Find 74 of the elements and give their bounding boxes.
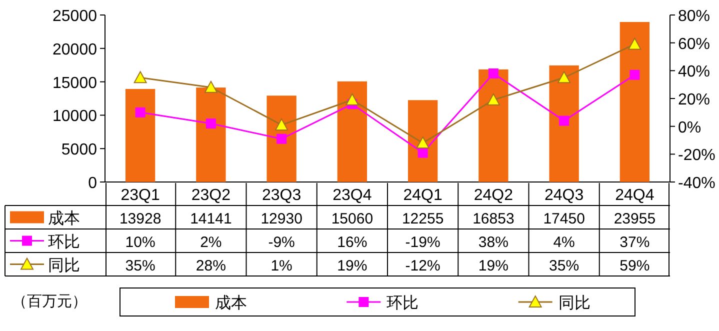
y2-tick-label: -40% [678, 175, 716, 192]
data-label: 15060 [331, 210, 374, 228]
x-tick-label: 23Q4 [332, 186, 372, 204]
data-label: 17450 [543, 210, 585, 228]
point [346, 93, 359, 106]
data-label: 37% [620, 234, 650, 251]
data-label: 19% [337, 257, 368, 274]
text: 同比 [558, 295, 590, 312]
bar [125, 88, 156, 182]
data-label: 2% [200, 234, 222, 251]
data-label: 38% [478, 234, 508, 251]
legend-label: 成本 [48, 209, 80, 228]
data-label: 12255 [402, 210, 444, 228]
data-label: 35% [549, 257, 580, 274]
text: 环比 [386, 295, 419, 312]
point [630, 70, 640, 80]
point [204, 80, 218, 93]
data-label: -9% [268, 234, 295, 251]
x-tick-label: 23Q3 [262, 186, 302, 204]
point [418, 148, 428, 158]
bar [266, 96, 296, 182]
data-label: 23955 [614, 210, 656, 228]
data-label: 10% [125, 234, 156, 251]
y2-tick-label: 80% [678, 8, 710, 25]
data-label: 19% [478, 257, 508, 274]
data-label: 16853 [472, 210, 514, 228]
x-tick-label: 24Q4 [615, 186, 654, 204]
data-label: -19% [405, 234, 440, 251]
y2-tick-label: 0% [678, 119, 702, 136]
data-label: 12930 [260, 210, 302, 228]
y-tick-label: 5000 [61, 142, 98, 159]
data-label: 35% [125, 257, 156, 274]
text: 成本 [215, 295, 247, 312]
data-label: 28% [196, 257, 226, 274]
point [416, 136, 430, 149]
bar [620, 22, 650, 182]
data-label: 59% [620, 257, 650, 274]
y-tick-label: 10000 [52, 108, 98, 126]
point [488, 68, 498, 78]
data-label: 14141 [190, 210, 232, 228]
y-tick-label: 25000 [52, 8, 98, 25]
data-label: 4% [553, 234, 575, 251]
legend-label: 环比 [48, 232, 80, 251]
point [135, 107, 146, 118]
y2-tick-label: -20% [678, 147, 716, 164]
bar [549, 65, 579, 182]
point [559, 116, 570, 126]
bar [478, 69, 508, 182]
point [628, 38, 642, 50]
y2-tick-label: 40% [678, 64, 710, 81]
point [275, 118, 288, 130]
x-tick-label: 23Q2 [191, 186, 231, 204]
text: （百万元） [12, 293, 87, 310]
data-label: 13928 [119, 210, 162, 228]
point [206, 118, 216, 129]
bar [196, 88, 226, 182]
y2-tick-label: 20% [678, 92, 710, 108]
x-tick-label: 23Q1 [120, 186, 160, 204]
y-tick-label: 20000 [52, 41, 98, 58]
data-label: -12% [405, 257, 440, 274]
point [134, 71, 147, 84]
point [276, 134, 287, 144]
x-tick-label: 24Q1 [403, 186, 442, 204]
legend-label: 同比 [48, 256, 80, 274]
data-label: 16% [337, 234, 368, 251]
y-tick-label: 15000 [52, 74, 98, 92]
x-tick-label: 24Q3 [544, 186, 584, 204]
bar [337, 81, 368, 182]
data-label: 1% [270, 257, 292, 274]
x-tick-label: 24Q2 [474, 186, 514, 204]
y-tick-label: 0 [88, 175, 98, 192]
point [486, 93, 500, 106]
point [558, 71, 571, 84]
y2-tick-label: 60% [678, 36, 710, 53]
